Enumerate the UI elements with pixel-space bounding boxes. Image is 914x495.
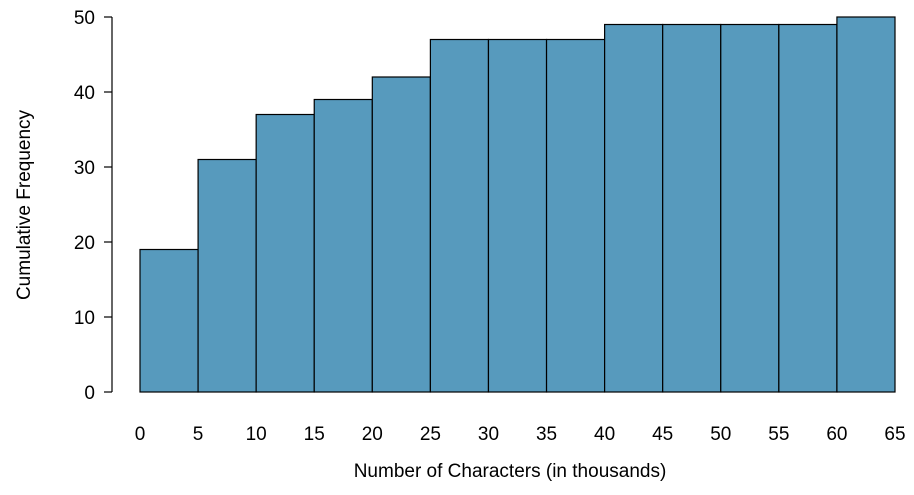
bar-0-5 bbox=[139, 248, 199, 393]
y-tick-label-0: 0 bbox=[84, 383, 95, 404]
x-tick-label-35: 35 bbox=[536, 424, 557, 445]
x-tick-label-60: 60 bbox=[826, 424, 847, 445]
x-tick-label-20: 20 bbox=[362, 424, 383, 445]
x-tick-label-30: 30 bbox=[478, 424, 499, 445]
y-tick-label-40: 40 bbox=[74, 83, 95, 104]
bar-55-60 bbox=[778, 23, 838, 393]
x-tick-label-10: 10 bbox=[246, 424, 267, 445]
bar-40-45 bbox=[604, 23, 664, 393]
bar-45-50 bbox=[662, 23, 722, 393]
bar-15-20 bbox=[313, 98, 373, 393]
y-tick-label-20: 20 bbox=[74, 233, 95, 254]
x-axis-title: Number of Characters (in thousands) bbox=[354, 461, 667, 482]
bar-60-65 bbox=[836, 16, 896, 393]
bar-30-35 bbox=[487, 38, 548, 393]
bar-5-10 bbox=[197, 158, 257, 393]
x-tick-label-65: 65 bbox=[884, 424, 905, 445]
bars-group bbox=[139, 16, 896, 393]
x-tick-label-25: 25 bbox=[420, 424, 441, 445]
y-axis-title: Cumulative Frequency bbox=[14, 109, 35, 300]
x-tick-label-50: 50 bbox=[710, 424, 731, 445]
bar-50-55 bbox=[720, 23, 780, 393]
x-tick-label-15: 15 bbox=[304, 424, 325, 445]
x-tick-label-55: 55 bbox=[768, 424, 789, 445]
bar-10-15 bbox=[255, 113, 315, 393]
bar-20-25 bbox=[371, 76, 431, 393]
x-tick-label-45: 45 bbox=[652, 424, 673, 445]
y-tick-label-50: 50 bbox=[74, 8, 95, 29]
bar-25-30 bbox=[429, 38, 490, 393]
y-tick-label-10: 10 bbox=[74, 308, 95, 329]
x-tick-label-5: 5 bbox=[193, 424, 204, 445]
y-tick-label-30: 30 bbox=[74, 158, 95, 179]
y-axis: 0 10 20 30 40 50 bbox=[74, 8, 113, 404]
bar-35-40 bbox=[545, 38, 606, 393]
x-tick-label-0: 0 bbox=[135, 424, 146, 445]
x-tick-label-40: 40 bbox=[594, 424, 615, 445]
x-axis: 0 5 10 15 20 25 30 35 40 45 50 55 60 65 bbox=[135, 424, 906, 445]
